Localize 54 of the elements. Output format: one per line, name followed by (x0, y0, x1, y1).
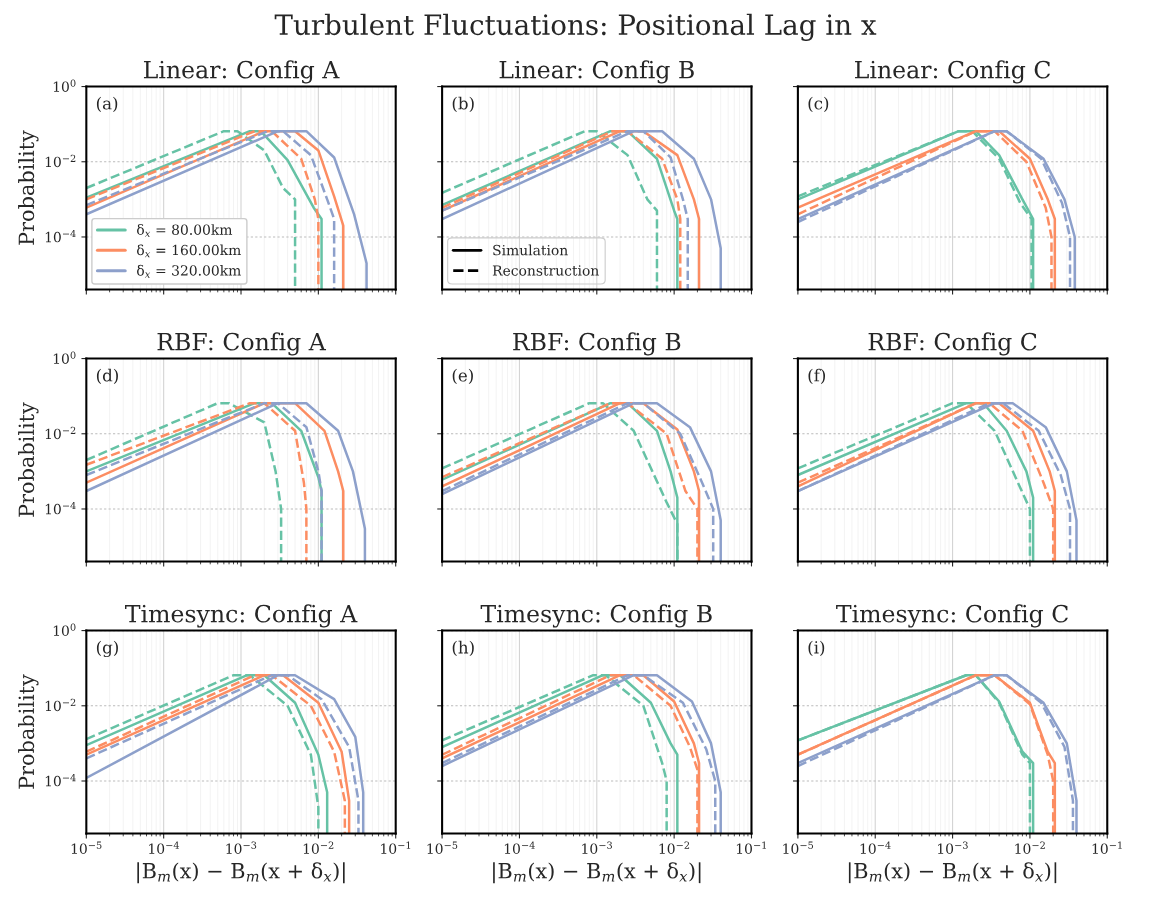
x-tick-label: 10$^{−4}$ (860, 841, 891, 854)
chart-title: Linear: Config B (499, 60, 694, 84)
y-axis-title: Probability (18, 130, 39, 245)
x-axis-title: |B$_{m}$(x) − B$_{m}$(x + δ$_{x}$)| (848, 862, 1057, 884)
annotation: Simulation (493, 244, 568, 256)
legend-label: δ$_{x}$ = 320.00km (137, 264, 241, 278)
chart-title: Linear: Config C (855, 60, 1051, 84)
chart-title: Timesync: Config A (125, 604, 358, 628)
annotation: Reconstruction (492, 265, 599, 276)
x-tick-label: 10$^{−4}$ (149, 841, 180, 854)
y-axis-title: Probability (18, 402, 39, 517)
x-tick-label: 10$^{−5}$ (71, 841, 102, 854)
chart-title: RBF: Config A (157, 332, 327, 356)
chart-title: RBF: Config C (868, 332, 1037, 356)
x-tick-label: 10$^{−2}$ (303, 841, 334, 854)
y-tick-label: 10$^{0}$ (53, 79, 76, 92)
x-tick-label: 10$^{−4}$ (504, 841, 535, 854)
chart-title: Timesync: Config C (836, 604, 1068, 628)
annotation: (f) (808, 368, 826, 384)
x-axis-title: |B$_{m}$(x) − B$_{m}$(x + δ$_{x}$)| (493, 862, 701, 884)
annotation: (d) (96, 368, 118, 384)
x-tick-label: 10$^{−5}$ (783, 841, 814, 854)
annotation: (b) (452, 96, 474, 112)
chart-title: RBF: Config B (513, 332, 681, 356)
x-tick-label: 10$^{−1}$ (736, 841, 766, 854)
text: Turbulent Fluctuations: Positional Lag in x (274, 13, 877, 41)
x-tick-label: 10$^{−1}$ (1092, 841, 1122, 854)
annotation: (h) (452, 640, 474, 656)
annotation: (a) (96, 96, 118, 112)
x-tick-label: 10$^{−3}$ (938, 841, 968, 854)
y-tick-label: 10$^{−2}$ (45, 698, 76, 712)
annotation: (g) (96, 640, 118, 658)
x-tick-label: 10$^{−5}$ (427, 841, 458, 854)
annotation: (e) (452, 368, 473, 384)
x-axis-title: |B$_{m}$(x) − B$_{m}$(x + δ$_{x}$)| (137, 862, 345, 884)
y-tick-label: 10$^{0}$ (53, 351, 76, 364)
y-tick-label: 10$^{−4}$ (45, 773, 76, 787)
y-tick-label: 10$^{−4}$ (45, 229, 76, 243)
x-tick-label: 10$^{−3}$ (582, 841, 612, 854)
x-tick-label: 10$^{−3}$ (226, 841, 257, 854)
x-tick-label: 10$^{−2}$ (659, 841, 690, 854)
annotation: (c) (808, 96, 829, 112)
x-tick-label: 10$^{−1}$ (381, 841, 411, 854)
x-tick-label: 10$^{−2}$ (1015, 841, 1045, 854)
chart-title: Linear: Config A (143, 60, 340, 84)
y-tick-label: 10$^{−2}$ (45, 426, 76, 440)
chart-title: Timesync: Config B (480, 604, 712, 628)
y-tick-label: 10$^{−4}$ (45, 501, 76, 515)
legend-label: δ$_{x}$ = 80.00km (137, 224, 233, 237)
legend-label: δ$_{x}$ = 160.00km (137, 244, 241, 258)
y-tick-label: 10$^{−2}$ (45, 154, 76, 168)
y-axis-title: Probability (18, 674, 39, 789)
y-tick-label: 10$^{0}$ (53, 623, 76, 636)
annotation: (i) (808, 640, 825, 656)
